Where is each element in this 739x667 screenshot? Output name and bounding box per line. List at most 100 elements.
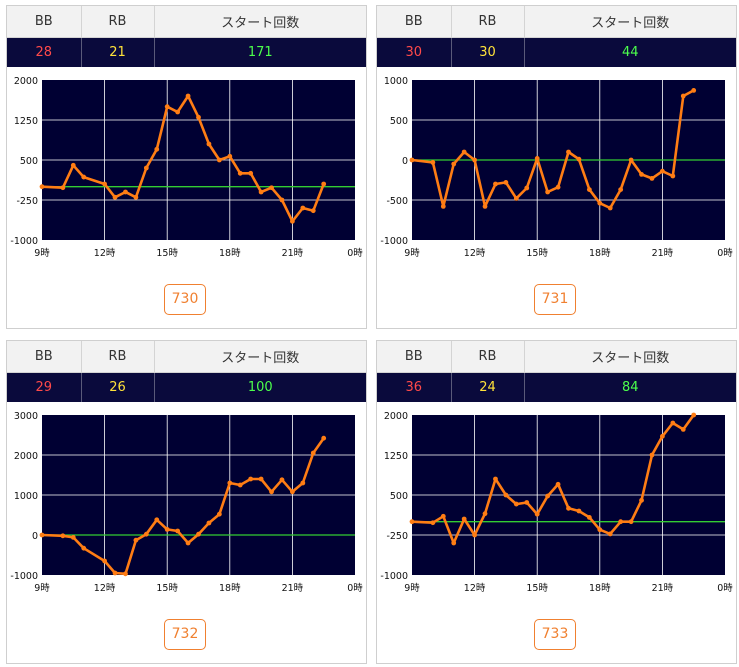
y-tick-label: 1000 — [384, 76, 408, 87]
y-tick-label: -1000 — [380, 571, 408, 582]
data-point — [670, 173, 676, 179]
stats-table: BB RB スタート回数 29 26 100 — [7, 341, 366, 402]
stats-table: BB RB スタート回数 30 30 44 — [377, 6, 736, 67]
x-tick-label: 9時 — [34, 583, 50, 594]
data-point — [691, 412, 697, 418]
data-point — [154, 146, 160, 152]
machine-panel-730: BB RB スタート回数 28 21 171 9時 12時 15時 18時 21時 0時 2… — [6, 5, 367, 329]
series-line — [41, 94, 325, 223]
x-tick-label: 21時 — [282, 583, 304, 594]
data-point — [143, 165, 149, 171]
data-point — [258, 476, 264, 482]
data-point — [279, 197, 285, 203]
data-point — [493, 476, 498, 482]
y-tick-label: -1000 — [10, 571, 38, 582]
x-tick-label: 18時 — [219, 248, 241, 259]
data-point — [639, 497, 644, 503]
data-point — [680, 93, 686, 99]
rb-count: 21 — [81, 37, 155, 67]
start-count: 100 — [154, 372, 366, 402]
bb-count: 28 — [7, 37, 82, 67]
rb-header: RB — [81, 6, 155, 38]
rb-count: 30 — [451, 37, 525, 67]
data-point — [660, 433, 665, 439]
data-point — [409, 519, 415, 525]
data-point — [164, 527, 170, 532]
data-point — [227, 153, 233, 159]
data-point — [440, 204, 446, 209]
rb-count: 26 — [81, 372, 155, 402]
start-count: 84 — [524, 372, 736, 402]
data-point — [81, 174, 87, 180]
x-tick-label: 9時 — [404, 583, 420, 594]
data-point — [258, 189, 264, 195]
machine-panel-732: BB RB スタート回数 29 26 100 9時 12時 15時 18時 21時 0時 3… — [6, 340, 367, 664]
data-point — [628, 157, 634, 163]
data-point — [143, 531, 149, 537]
x-tick-label: 18時 — [219, 583, 241, 594]
machine-number-button[interactable]: 731 — [534, 284, 576, 315]
data-point — [649, 452, 655, 458]
x-tick-label: 12時 — [94, 248, 116, 259]
data-point — [321, 435, 327, 441]
x-tick-label: 15時 — [156, 248, 178, 259]
slump-chart: 9時 12時 15時 18時 21時 0時 2000 1250 500 -250 -1000 — [10, 76, 363, 259]
data-point — [175, 528, 181, 534]
x-tick-label: 18時 — [589, 583, 611, 594]
data-point — [290, 218, 295, 224]
data-point — [206, 520, 212, 526]
slump-chart: 9時 12時 15時 18時 21時 0時 1000 500 0 -500 -1000 — [380, 76, 733, 259]
data-point — [545, 189, 551, 195]
data-point — [216, 511, 222, 517]
data-point — [310, 208, 316, 214]
data-point — [430, 160, 436, 165]
bb-count: 36 — [377, 372, 452, 402]
x-tick-label: 18時 — [589, 248, 611, 259]
start-count: 44 — [524, 37, 736, 67]
start-count: 171 — [154, 37, 366, 67]
bb-header: BB — [7, 341, 82, 373]
data-point — [185, 93, 191, 99]
data-point — [196, 114, 201, 120]
data-point — [576, 508, 582, 514]
x-tick-label: 15時 — [526, 248, 548, 259]
data-point — [70, 535, 76, 540]
rb-header: RB — [451, 6, 525, 38]
machine-number-button[interactable]: 733 — [534, 619, 576, 650]
x-tick-label: 15時 — [526, 583, 548, 594]
data-point — [472, 532, 477, 538]
data-point — [545, 493, 551, 499]
data-point — [597, 200, 603, 206]
bb-count: 29 — [7, 372, 82, 402]
data-point — [680, 427, 686, 432]
bb-header: BB — [377, 6, 452, 38]
data-point — [513, 501, 519, 507]
data-point — [440, 513, 446, 519]
data-point — [39, 184, 45, 190]
x-tick-label: 15時 — [156, 583, 178, 594]
x-tick-label: 0時 — [717, 248, 733, 259]
slump-chart: 9時 12時 15時 18時 21時 0時 2000 1250 500 -250 -1000 — [380, 411, 733, 594]
machine-number-button[interactable]: 732 — [164, 619, 206, 650]
machine-number-button[interactable]: 730 — [164, 284, 206, 315]
x-tick-label: 9時 — [34, 248, 50, 259]
data-point — [196, 531, 201, 537]
data-point — [123, 571, 128, 577]
data-point — [607, 205, 613, 211]
data-point — [123, 189, 128, 195]
x-tick-label: 9時 — [404, 248, 420, 259]
data-point — [60, 185, 66, 191]
y-tick-label: 500 — [390, 116, 408, 127]
data-point — [133, 194, 139, 200]
x-tick-label: 21時 — [652, 248, 674, 259]
data-point — [310, 450, 316, 456]
data-point — [482, 511, 488, 517]
data-point — [206, 141, 212, 147]
x-tick-label: 21時 — [652, 583, 674, 594]
data-point — [607, 531, 613, 537]
y-tick-label: 2000 — [14, 451, 38, 462]
start-count-header: スタート回数 — [524, 6, 736, 38]
data-point — [524, 185, 530, 191]
data-point — [451, 161, 457, 167]
rb-count: 24 — [451, 372, 525, 402]
